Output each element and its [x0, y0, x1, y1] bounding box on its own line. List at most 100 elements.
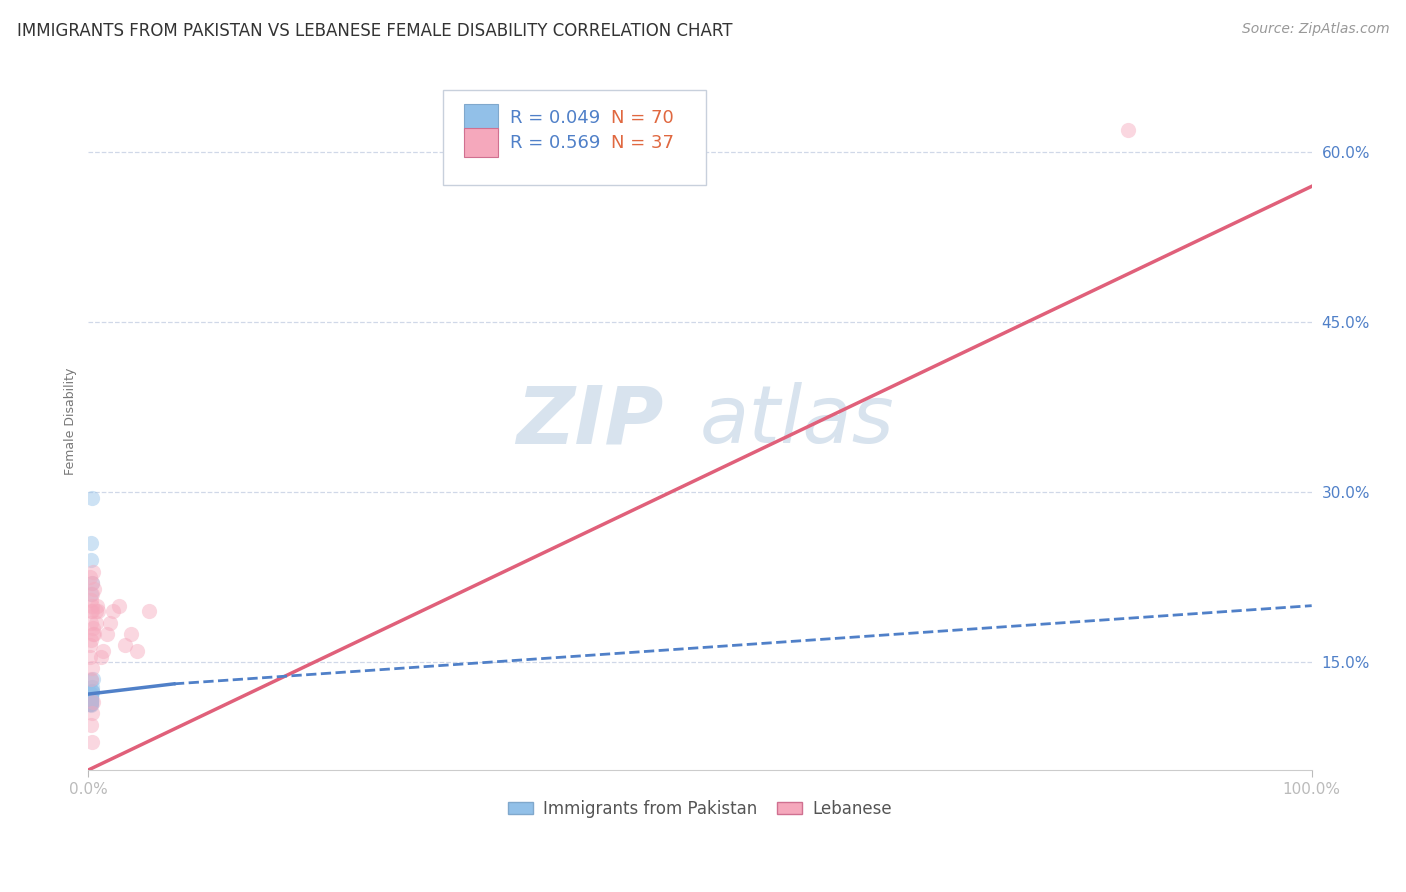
Point: [79, 690, 101, 704]
Point: [83, 627, 105, 641]
Point: [79, 698, 101, 712]
Point: [79, 688, 101, 702]
Point: [79, 692, 101, 706]
Point: [79, 688, 101, 702]
Point: [80, 690, 103, 704]
Point: [79, 695, 101, 709]
Point: [79, 691, 101, 706]
Point: [80, 692, 103, 706]
Point: [79, 698, 101, 712]
Point: [82, 565, 104, 579]
Point: [101, 604, 124, 618]
Point: [79, 690, 101, 704]
Y-axis label: Female Disability: Female Disability: [65, 368, 77, 475]
Point: [80, 695, 103, 709]
Point: [87, 604, 110, 618]
Point: [80, 536, 103, 550]
Text: R = 0.569: R = 0.569: [510, 134, 600, 152]
Point: [79, 695, 101, 709]
Point: [80, 734, 103, 748]
Point: [80, 691, 103, 706]
Point: [79, 690, 101, 705]
Point: [79, 686, 101, 700]
Text: N = 70: N = 70: [610, 110, 673, 128]
Point: [80, 683, 103, 698]
Point: [80, 673, 103, 688]
Point: [80, 698, 103, 712]
Point: [80, 673, 103, 687]
Bar: [464, 103, 498, 133]
Point: [79, 695, 101, 709]
Point: [114, 638, 136, 652]
Point: [80, 604, 103, 618]
Point: [79, 686, 101, 700]
Text: ZIP: ZIP: [516, 383, 664, 460]
Point: [79, 691, 101, 706]
Point: [82, 673, 104, 687]
Point: [80, 661, 103, 675]
Bar: [464, 128, 498, 157]
Point: [80, 694, 103, 708]
Point: [79, 694, 101, 708]
Point: [86, 599, 108, 613]
Point: [80, 695, 103, 709]
Point: [79, 690, 101, 705]
Point: [80, 576, 103, 591]
Point: [80, 691, 103, 706]
Point: [80, 615, 103, 630]
Point: [79, 649, 101, 664]
Point: [79, 690, 101, 704]
Text: IMMIGRANTS FROM PAKISTAN VS LEBANESE FEMALE DISABILITY CORRELATION CHART: IMMIGRANTS FROM PAKISTAN VS LEBANESE FEM…: [17, 22, 733, 40]
Text: Source: ZipAtlas.com: Source: ZipAtlas.com: [1241, 22, 1389, 37]
Legend: Immigrants from Pakistan, Lebanese: Immigrants from Pakistan, Lebanese: [502, 793, 898, 824]
Point: [80, 706, 103, 721]
Point: [79, 688, 101, 702]
Point: [79, 690, 101, 705]
Point: [80, 692, 103, 706]
Point: [82, 627, 104, 641]
Point: [80, 685, 103, 699]
Point: [80, 587, 103, 601]
Point: [80, 691, 103, 706]
Point: [80, 683, 103, 698]
Point: [80, 698, 103, 712]
Point: [84, 615, 107, 630]
Point: [80, 687, 103, 701]
Point: [79, 688, 101, 702]
Point: [80, 687, 103, 701]
Point: [79, 570, 101, 584]
Point: [83, 582, 105, 596]
Point: [79, 696, 101, 710]
Point: [82, 621, 104, 635]
Text: R = 0.049: R = 0.049: [510, 110, 600, 128]
FancyBboxPatch shape: [443, 90, 706, 185]
Point: [80, 698, 103, 713]
Point: [79, 690, 101, 705]
Point: [80, 599, 103, 613]
Point: [80, 690, 103, 704]
Point: [79, 694, 101, 708]
Point: [120, 627, 142, 641]
Point: [79, 692, 101, 706]
Point: [79, 696, 101, 710]
Point: [79, 692, 101, 706]
Point: [80, 717, 103, 731]
Point: [80, 694, 103, 708]
Point: [79, 687, 101, 701]
Point: [80, 587, 103, 601]
Text: atlas: atlas: [700, 383, 894, 460]
Point: [91, 644, 114, 658]
Point: [79, 692, 101, 706]
Point: [108, 599, 131, 613]
Point: [80, 576, 103, 591]
Point: [79, 691, 101, 706]
Point: [79, 694, 101, 708]
Point: [98, 615, 121, 630]
Point: [79, 698, 101, 712]
Point: [79, 690, 101, 705]
Point: [90, 649, 112, 664]
Point: [96, 627, 118, 641]
Text: N = 37: N = 37: [610, 134, 673, 152]
Point: [80, 694, 103, 708]
Point: [79, 690, 101, 705]
